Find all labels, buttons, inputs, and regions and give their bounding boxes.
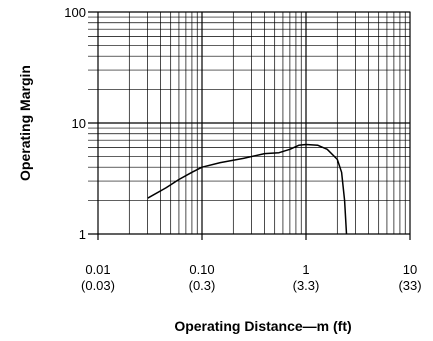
x-tick-labels: 0.01(0.03) 0.10(0.3) 1(3.3) 10(33) [81, 262, 422, 293]
x-tick-label: 0.10 [189, 262, 214, 277]
x-tick-label: 0.01 [85, 262, 110, 277]
y-tick-labels: 1 10 100 [64, 5, 86, 242]
x-tick-sublabel: (0.3) [189, 278, 216, 293]
x-tick-sublabel: (0.03) [81, 278, 115, 293]
major-gridlines [88, 11, 411, 240]
x-tick-label: 10 [403, 262, 417, 277]
y-tick-label: 100 [64, 5, 86, 20]
y-tick-label: 10 [72, 116, 86, 131]
x-tick-sublabel: (3.3) [293, 278, 320, 293]
x-axis-title: Operating Distance—m (ft) [174, 318, 351, 334]
x-tick-sublabel: (33) [398, 278, 421, 293]
y-tick-label: 1 [79, 227, 86, 242]
series-layer [147, 143, 348, 235]
plot-frame [97, 11, 411, 235]
y-axis-title: Operating Margin [17, 65, 33, 181]
x-tick-label: 1 [302, 262, 309, 277]
series-line [147, 143, 348, 235]
